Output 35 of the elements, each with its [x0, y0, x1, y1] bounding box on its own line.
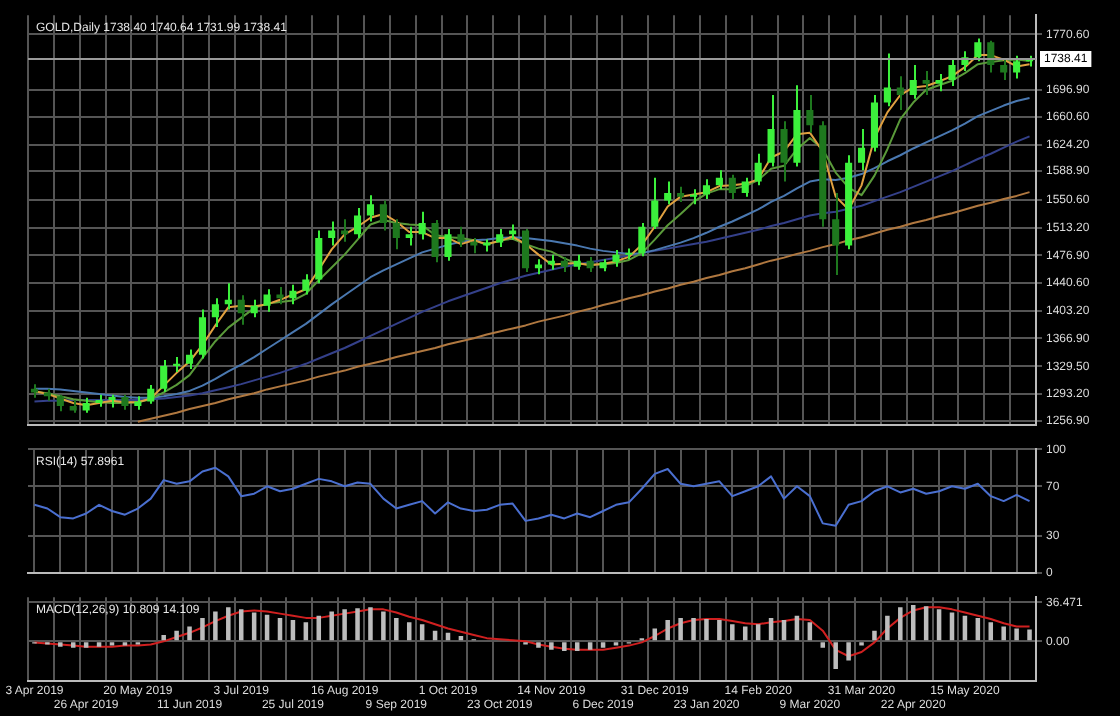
bar — [329, 611, 334, 641]
bar — [704, 618, 709, 641]
bar — [161, 634, 166, 641]
bar — [368, 607, 373, 641]
bar — [213, 611, 218, 641]
bar — [562, 642, 567, 651]
bar — [355, 608, 360, 641]
bar — [549, 642, 554, 650]
bar — [536, 642, 541, 648]
bar — [717, 620, 722, 641]
bar — [1014, 628, 1019, 641]
bar — [574, 642, 580, 651]
bar — [846, 642, 851, 661]
bar — [885, 615, 890, 641]
bar — [83, 642, 89, 648]
bar — [187, 626, 192, 641]
bar — [665, 620, 670, 641]
bar — [678, 617, 683, 641]
bar — [730, 624, 735, 641]
bar — [872, 630, 877, 641]
bar — [200, 617, 205, 641]
bar — [342, 609, 347, 641]
bar — [174, 630, 179, 641]
bar — [820, 642, 826, 648]
bar — [600, 642, 606, 648]
bar — [394, 617, 399, 641]
bar — [1001, 626, 1006, 641]
bar — [226, 607, 231, 641]
bar — [833, 642, 838, 670]
candlestick — [689, 188, 698, 206]
bar — [381, 611, 386, 641]
bar — [587, 642, 593, 650]
bar — [898, 607, 903, 641]
bar — [70, 642, 76, 648]
bar — [691, 617, 696, 641]
